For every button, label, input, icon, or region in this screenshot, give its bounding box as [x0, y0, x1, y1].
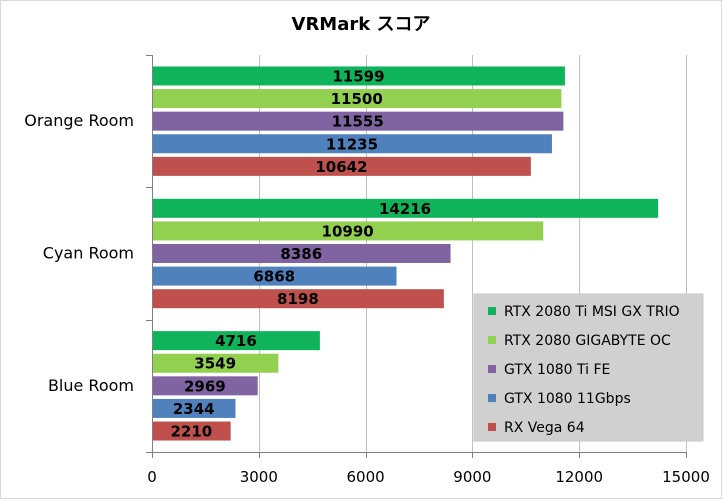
x-tick-label: 3000: [240, 468, 278, 486]
bar-value-label: 8198: [277, 290, 319, 308]
bar-value-label: 4716: [215, 332, 257, 350]
legend-label: GTX 1080 11Gbps: [504, 391, 631, 407]
bar-value-label: 10990: [322, 222, 374, 240]
bar: [152, 89, 562, 109]
bar-value-label: 10642: [315, 158, 367, 176]
legend-swatch: [488, 336, 496, 344]
bar: [152, 221, 544, 241]
x-tick-label: 15000: [662, 468, 710, 486]
category-label: Blue Room: [48, 376, 134, 395]
bar: [152, 353, 279, 373]
bar: [152, 421, 231, 441]
bar: [152, 289, 444, 309]
x-tick-label: 6000: [347, 468, 385, 486]
category-label: Cyan Room: [43, 244, 134, 263]
bar: [152, 156, 531, 176]
x-tick-label: 0: [147, 468, 157, 486]
bar: [152, 266, 397, 286]
bar-value-label: 3549: [194, 355, 236, 373]
bar: [152, 331, 320, 351]
bar-value-label: 14216: [379, 200, 431, 218]
legend-swatch: [488, 423, 496, 431]
bar-value-label: 6868: [253, 268, 295, 286]
bar-value-label: 11555: [332, 113, 384, 131]
chart-title: VRMark スコア: [292, 14, 431, 35]
bar-value-label: 8386: [280, 245, 322, 263]
category-label: Orange Room: [24, 111, 134, 130]
bar-value-label: 11599: [332, 67, 384, 85]
legend-box: [473, 293, 704, 442]
legend-swatch: [488, 307, 496, 315]
bar: [152, 111, 564, 131]
legend-label: RX Vega 64: [504, 420, 585, 436]
legend-label: RTX 2080 GIGABYTE OC: [504, 333, 671, 349]
x-tick-label: 12000: [555, 468, 603, 486]
bar: [152, 244, 451, 263]
legend-label: GTX 1080 Ti FE: [504, 362, 610, 378]
legend-label: RTX 2080 Ti MSI GX TRIO: [504, 304, 680, 320]
x-tick-label: 9000: [453, 468, 491, 486]
bar: [152, 66, 565, 86]
bar-value-label: 2344: [173, 400, 215, 418]
bar-value-label: 11500: [331, 90, 383, 108]
bar-value-label: 11235: [326, 135, 378, 153]
legend-swatch: [488, 394, 496, 402]
bar-value-label: 2969: [184, 377, 226, 395]
legend: RTX 2080 Ti MSI GX TRIO RTX 2080 GIGABYTE…: [473, 293, 704, 442]
bar-value-label: 2210: [170, 423, 212, 441]
axes: 0 3000 6000 9000 12000 15000 Orange Room Cyan R…: [24, 55, 710, 486]
bar: [152, 376, 258, 396]
bar: [152, 198, 659, 218]
bar: [152, 398, 236, 418]
legend-swatch: [488, 365, 496, 373]
bar: [152, 134, 552, 154]
